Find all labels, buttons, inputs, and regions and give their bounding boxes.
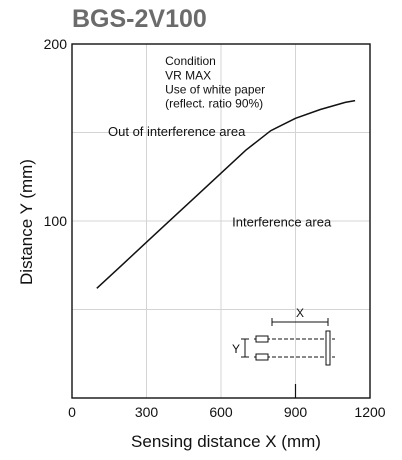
condition-line-4: (reflect. ratio 90%) bbox=[165, 97, 263, 111]
y-axis-label: Distance Y (mm) bbox=[17, 159, 36, 285]
x-tick-label: 0 bbox=[68, 404, 76, 420]
y-tick-label: 200 bbox=[44, 36, 68, 52]
x-tick-label: 1200 bbox=[354, 404, 385, 420]
condition-line-1: Condition bbox=[165, 54, 216, 68]
sensor-inset-diagram: X Y bbox=[232, 306, 335, 366]
x-axis-label: Sensing distance X (mm) bbox=[131, 432, 321, 451]
grid bbox=[72, 44, 370, 398]
series-line bbox=[96, 99, 356, 289]
condition-line-2: VR MAX bbox=[165, 68, 211, 82]
interference-area-label: Interference area bbox=[232, 214, 332, 229]
inset-y-label: Y bbox=[232, 342, 240, 356]
x-tick-label: 600 bbox=[209, 404, 233, 420]
x-tick-label: 900 bbox=[284, 404, 308, 420]
x-tick-label: 300 bbox=[135, 404, 159, 420]
tick-labels: 0 300 600 900 1200 100 200 bbox=[44, 36, 386, 420]
chart-title: BGS-2V100 bbox=[72, 5, 207, 33]
condition-line-3: Use of white paper bbox=[165, 83, 265, 97]
out-of-interference-label: Out of interference area bbox=[108, 124, 246, 139]
y-tick-label: 100 bbox=[44, 213, 68, 229]
inset-x-label: X bbox=[296, 306, 304, 320]
series-layer bbox=[96, 99, 356, 289]
plot-frame bbox=[71, 43, 371, 399]
